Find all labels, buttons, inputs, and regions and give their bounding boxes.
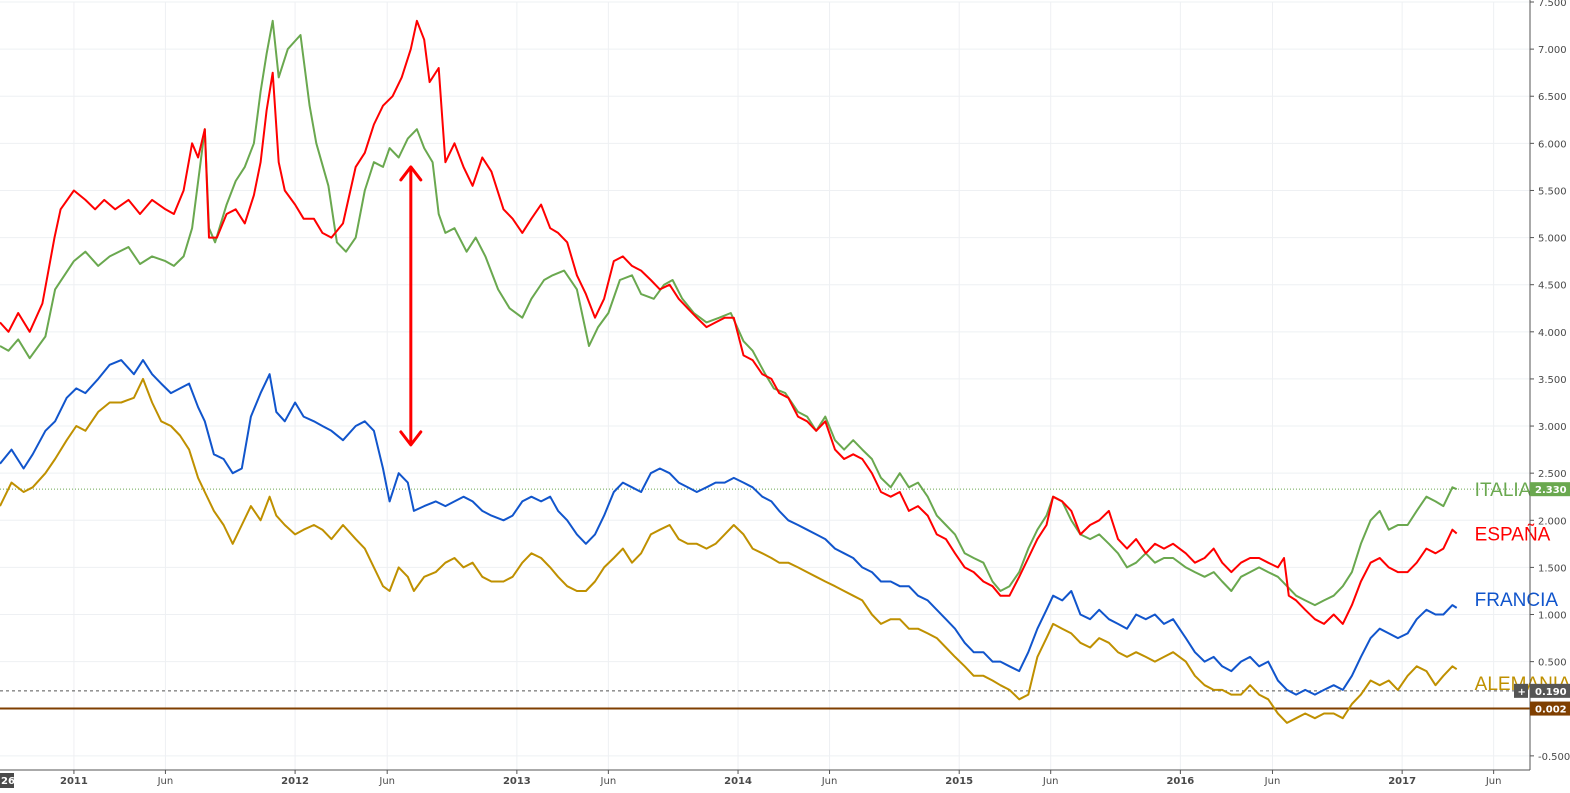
- x-tick-label: Jun: [600, 776, 617, 787]
- x-tick-label: 2012: [281, 776, 309, 787]
- x-tick-label: 2011: [60, 776, 88, 787]
- y-tick-label: 1.000: [1538, 611, 1567, 622]
- series-label-españa: ESPAÑA: [1475, 523, 1551, 545]
- price-badge-label: 0.002: [1535, 705, 1567, 716]
- plus-icon: +: [1518, 687, 1526, 698]
- series-lines: [0, 19, 1458, 724]
- y-tick-label: 5.000: [1538, 234, 1567, 245]
- x-tick-label: Jun: [378, 776, 395, 787]
- annotation: [399, 165, 423, 447]
- price-badge-label: 0.190: [1535, 687, 1567, 698]
- arrow-head-down: [399, 430, 423, 447]
- arrow-head-up: [399, 165, 423, 182]
- y-tick-label: 6.000: [1538, 139, 1567, 150]
- plus-badge: [1514, 683, 1528, 698]
- y-tick-label: 4.500: [1538, 281, 1567, 292]
- x-tick-label: Jun: [821, 776, 838, 787]
- x-tick-label: 2017: [1388, 776, 1416, 787]
- x-tick-label: Jun: [1042, 776, 1059, 787]
- x-tick-label: 2013: [503, 776, 531, 787]
- corner-date-label: 26: [1, 776, 15, 787]
- y-tick-label: 4.000: [1538, 328, 1567, 339]
- price-badges: 2.330 0.190 +0.002: [1514, 482, 1570, 716]
- y-tick-label: 3.500: [1538, 375, 1567, 386]
- y-tick-label: 2.500: [1538, 469, 1567, 480]
- price-badge-label: 2.330: [1535, 485, 1567, 496]
- price-badge: [1530, 701, 1570, 716]
- series-label-italia: ITALIA: [1475, 480, 1532, 501]
- y-tick-label: 3.000: [1538, 422, 1567, 433]
- price-badge: [1530, 482, 1570, 497]
- x-tick-label: Jun: [1485, 776, 1502, 787]
- x-tick-label: 2016: [1166, 776, 1194, 787]
- y-tick-label: 7.500: [1538, 0, 1567, 9]
- y-tick-label: 1.500: [1538, 563, 1567, 574]
- x-tick-label: Jun: [1264, 776, 1281, 787]
- series-line-alemania: [0, 377, 1458, 724]
- y-tick-label: 2.000: [1538, 516, 1567, 527]
- corner-date-badge: [0, 773, 14, 788]
- price-badge: [1530, 683, 1570, 698]
- x-tick-label: Jun: [157, 776, 174, 787]
- series-label-francia: FRANCIA: [1475, 590, 1559, 611]
- x-tick-label: 2015: [945, 776, 973, 787]
- y-tick-label: 0.500: [1538, 658, 1567, 669]
- y-tick-label: 7.000: [1538, 45, 1567, 56]
- grid: [0, 1, 1530, 770]
- y-tick-label: -0.500: [1538, 752, 1570, 763]
- x-tick-label: 2014: [724, 776, 752, 787]
- series-line-francia: [0, 359, 1458, 696]
- y-tick-label: 6.500: [1538, 92, 1567, 103]
- series-line-italia: [0, 19, 1458, 607]
- series-line-españa: [0, 19, 1458, 625]
- y-tick-label: 5.500: [1538, 186, 1567, 197]
